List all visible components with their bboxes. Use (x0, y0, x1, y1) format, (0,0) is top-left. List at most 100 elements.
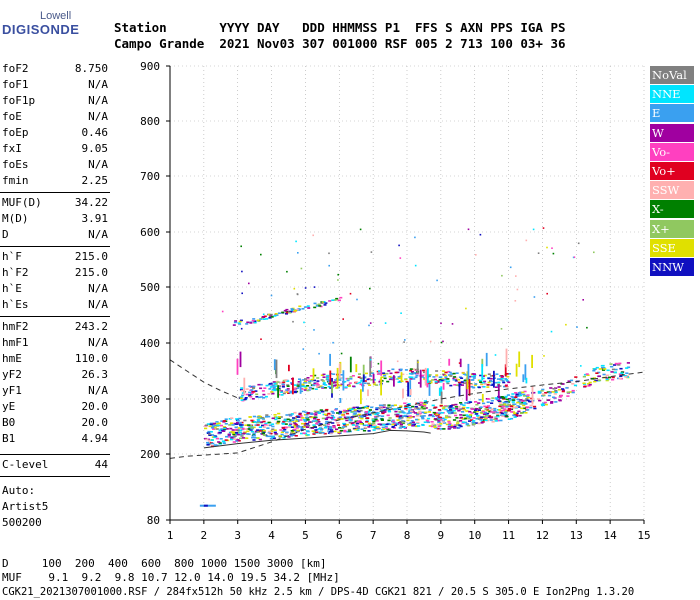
echo-point (354, 420, 358, 423)
echo-point (377, 407, 381, 409)
echo-point (449, 406, 453, 408)
echo-streak (459, 358, 462, 368)
echo-point (580, 365, 582, 367)
echo-point (493, 418, 497, 421)
echo-point (501, 380, 505, 382)
echo-point (504, 404, 508, 407)
echo-point (462, 408, 466, 411)
echo-point (557, 386, 561, 388)
echo-point (492, 412, 496, 414)
echo-point (473, 411, 477, 413)
echo-point (363, 380, 367, 382)
echo-point (559, 394, 563, 397)
echo-point (280, 433, 284, 436)
echo-point (286, 384, 290, 386)
echo-point (450, 373, 454, 375)
echo-point (423, 421, 427, 423)
echo-point (387, 410, 392, 413)
echo-point (351, 424, 355, 426)
echo-point (480, 420, 484, 422)
echo-point (215, 428, 219, 430)
echo-point (598, 368, 602, 370)
echo-point (548, 392, 552, 394)
echo-point (541, 393, 545, 395)
echo-streak (428, 383, 431, 396)
echo-point (256, 319, 260, 322)
echo-point (501, 415, 505, 417)
echo-point (447, 380, 451, 383)
echo-point (510, 405, 514, 408)
echo-point (611, 368, 616, 371)
echo-point (333, 299, 337, 301)
echo-point (454, 377, 458, 379)
echo-point (316, 377, 320, 379)
echo-point (533, 296, 536, 298)
echo-point (500, 377, 504, 380)
echo-point (338, 379, 342, 381)
echo-point (447, 420, 451, 422)
echo-point (388, 378, 392, 381)
param-name: foF1p (2, 94, 36, 107)
echo-point (273, 389, 277, 392)
echo-point (297, 426, 301, 428)
echo-point (447, 410, 451, 413)
echo-point (489, 380, 493, 383)
echo-point (514, 300, 517, 302)
echo-point (421, 424, 425, 426)
echo-point (567, 380, 571, 382)
echo-point (339, 296, 343, 299)
echo-point (279, 429, 283, 431)
echo-point (290, 308, 294, 310)
echo-point (382, 373, 386, 375)
echo-point (204, 427, 208, 430)
echo-point (216, 424, 220, 427)
echo-point (338, 411, 342, 414)
echo-point (313, 382, 317, 385)
echo-point (406, 416, 410, 419)
echo-point (536, 398, 541, 400)
echo-point (452, 409, 456, 412)
echo-point (444, 377, 448, 380)
echo-point (326, 423, 330, 426)
echo-point (338, 299, 341, 302)
echo-point (336, 422, 340, 424)
echo-point (289, 419, 293, 421)
echo-point (577, 242, 580, 245)
echo-point (319, 409, 323, 411)
echo-point (403, 406, 408, 409)
header-line-1: Station YYYY DAY DDD HHMMSS P1 FFS S AXN… (114, 20, 566, 35)
echo-point (473, 373, 476, 375)
echo-point (479, 406, 483, 408)
echo-point (389, 377, 393, 380)
echo-point (613, 371, 617, 374)
echo-point (372, 429, 376, 431)
echo-point (219, 438, 223, 440)
echo-point (459, 414, 463, 416)
echo-point (458, 376, 462, 378)
echo-point (396, 419, 400, 421)
echo-point (553, 393, 557, 395)
param-row: hmF2 243.2 (2, 320, 108, 336)
x-tick-label: 12 (536, 529, 549, 542)
echo-point (523, 401, 527, 404)
echo-point (416, 421, 420, 424)
echo-point (312, 433, 316, 435)
echo-point (435, 413, 439, 416)
echo-point (291, 431, 295, 433)
echo-point (300, 387, 304, 390)
echo-point (442, 428, 446, 430)
echo-point (238, 417, 242, 420)
echo-point (366, 382, 370, 385)
echo-point (597, 371, 601, 374)
echo-point (498, 409, 502, 411)
echo-streak (288, 364, 290, 372)
echo-point (296, 415, 300, 417)
echo-point (302, 426, 306, 428)
echo-point (210, 434, 215, 436)
echo-point (541, 388, 545, 391)
echo-point (494, 354, 497, 356)
echo-point (334, 379, 338, 381)
echo-point (588, 381, 592, 384)
echo-point (359, 407, 363, 409)
echo-streak (531, 386, 534, 405)
